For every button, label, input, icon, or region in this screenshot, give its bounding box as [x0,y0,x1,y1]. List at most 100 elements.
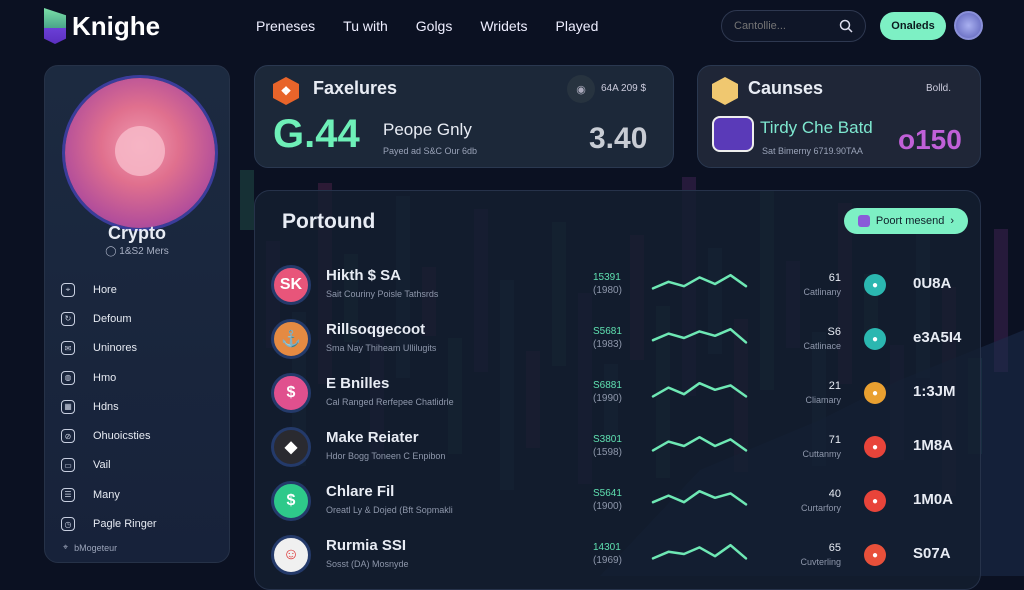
search-box [721,10,866,42]
calendar-icon: ▦ [61,399,75,414]
table-row[interactable]: $ Chlare Fil Oreatl Ly & Dojed (Bft Sopm… [271,477,971,527]
sidebar-item[interactable]: ▭ Vail [61,451,157,480]
compass-icon: ⊘ [61,429,75,444]
sidebar-item-label: Pagle Ringer [93,518,157,531]
sparkline [651,543,748,560]
portfolio-panel: Portound Poort mesend › SK Hikth $ SA Sai… [254,190,981,590]
sidebar-title: Crypto [108,223,166,243]
card-label: Tirdy Che Batd [760,118,873,137]
status-badge-icon: ● [864,328,886,350]
asset-amount: 0U8A [913,275,952,292]
panel-action-button[interactable]: Poort mesend › [844,208,968,234]
nav-item[interactable]: Golgs [415,18,453,34]
nav-item[interactable]: Tu with [343,18,388,34]
logo-text: Knighe [72,10,161,41]
asset-value: 14301 (1969) [593,542,622,566]
sparkline [651,327,748,344]
card-title: Faxelures [313,78,398,98]
asset-name: Make Reiater [326,429,419,446]
sidebar-item[interactable]: ▦ Hdns [61,392,157,421]
nav-item[interactable]: Wridets [480,18,528,34]
sidebar-item-label: Hmo [93,371,117,384]
sidebar-item[interactable]: ⌖ Hore [61,275,157,304]
table-row[interactable]: ⚓ Rillsoqgecoot Sma Nay Thiheam Ullilugi… [271,315,971,365]
sidebar-item-label: Uninores [93,342,138,355]
asset-name: Rurmia SSI [326,537,407,554]
status-badge-icon: ● [864,436,886,458]
search-icon[interactable] [839,19,853,33]
asset-icon: SK [271,265,311,305]
asset-count: 71 Cuttanmy [802,434,841,459]
logo[interactable]: Knighe [44,8,160,44]
asset-value: S6881 (1990) [593,380,622,404]
table-row[interactable]: ◆ Make Reiater Hdor Bogg Toneen C Enpibo… [271,423,971,473]
sidebar-item[interactable]: ◷ Pagle Ringer [61,509,157,538]
asset-name: E Bnilles [326,375,390,392]
sidebar-footer[interactable]: ⌖ bMogeteur [63,542,117,553]
sidebar-item-label: Hdns [93,400,119,413]
card-main-value: o150 [898,124,962,155]
asset-icon: $ [271,481,311,521]
header-action-button[interactable]: Onaleds [880,12,946,40]
sidebar-subtitle: ◯ 1&S2 Mers [105,246,169,257]
inbox-icon: ▭ [61,458,75,473]
asset-amount: 1:3JM [913,383,956,400]
asset-description: Sait Couriny Poisle Tathsrds [326,289,439,299]
card-meta: 64A 209 $ [601,83,647,94]
clock-icon: ◷ [61,517,75,532]
status-badge-icon: ● [864,490,886,512]
sparkline [651,489,748,506]
sidebar-item[interactable]: ⊘ Ohuoicsties [61,421,157,450]
map-pin-icon: ⌖ [61,282,75,297]
asset-amount: 1M8A [913,437,954,454]
sidebar-item-label: Many [93,488,120,501]
stats-card-caunses: Caunses Bolld. Tirdy Che Batd Sat Bimern… [697,65,981,168]
sidebar-footer-label: bMogeteur [74,542,118,553]
top-bar: Knighe Preneses Tu with Golgs Wridets Pl… [0,0,1024,55]
stats-card-faxelures: ❖ Faxelures ◉ 64A 209 $ G.44 Peope Gnly … [254,65,674,168]
asset-description: Cal Ranged Rerfepee Chatlidrle [326,397,454,407]
card-dropdown[interactable]: Bolld. [926,83,952,94]
sidebar-item-label: Defoum [93,312,132,325]
asset-icon: ☺ [271,535,311,575]
table-row[interactable]: $ E Bnilles Cal Ranged Rerfepee Chatlidr… [271,369,971,419]
asset-description: Sma Nay Thiheam Ullilugits [326,343,437,353]
sidebar-item[interactable]: ◍ Hmo [61,363,157,392]
asset-count: 21 Cliamary [805,380,841,405]
asset-count: 61 Catlinany [803,272,841,297]
asset-description: Hdor Bogg Toneen C Enpibon [326,451,446,461]
coin-icon: ◉ [567,75,595,103]
nav-item[interactable]: Preneses [256,18,316,34]
nav-item[interactable]: Played [555,18,599,34]
asset-count: S6 Catlinace [803,326,841,351]
chevron-right-icon: › [950,215,955,227]
card-secondary-value: 3.40 [589,122,648,155]
location-icon: ⌖ [63,542,69,552]
card-sub: Sat Bimerny 6719.90TAA [762,146,863,156]
table-row[interactable]: SK Hikth $ SA Sait Couriny Poisle Tathsr… [271,261,971,311]
sidebar-item[interactable]: ☰ Many [61,480,157,509]
badge-icon [712,77,738,105]
card-sub: Payed ad S&C Our 6db [383,146,478,156]
refresh-icon: ↻ [61,311,75,326]
panel-title: Portound [282,210,376,233]
sidebar-item-label: Hore [93,283,117,296]
users-icon: ☰ [61,487,75,502]
sidebar-item[interactable]: ✉ Uninores [61,334,157,363]
sparkline [651,381,748,398]
status-badge-icon: ● [864,382,886,404]
table-row[interactable]: ☺ Rurmia SSI Sosst (DA) Mosnyde 14301 (19… [271,531,971,581]
sidebar: Crypto ◯ 1&S2 Mers ⌖ Hore ↻ Defoum ✉ Uninores… [44,65,230,563]
mail-icon: ✉ [61,341,75,356]
search-input[interactable] [734,20,824,32]
card-label: Peope Gnly [383,120,472,139]
sidebar-menu: ⌖ Hore ↻ Defoum ✉ Uninores ◍ Hmo ▦ Hdns ⊘ Ohuoicsti… [61,275,157,539]
sparkline [651,435,748,452]
status-badge-icon: ● [864,544,886,566]
asset-icon: ◆ [271,427,311,467]
asset-description: Oreatl Ly & Dojed (Bft Sopmakli [326,505,453,515]
sidebar-item[interactable]: ↻ Defoum [61,304,157,333]
background-candle [994,229,1008,372]
main-nav: Preneses Tu with Golgs Wridets Played [256,18,598,34]
user-avatar[interactable] [954,11,983,40]
